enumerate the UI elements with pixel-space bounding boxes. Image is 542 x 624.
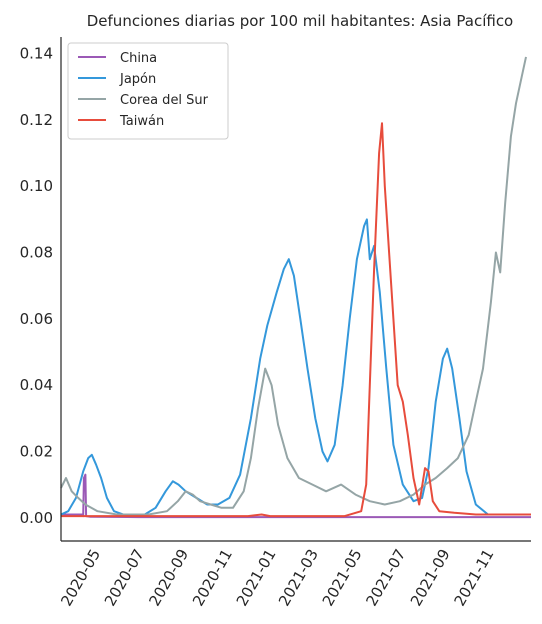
x-tick-label: 2020-05 (57, 546, 104, 609)
y-tick-label: 0.12 (20, 111, 53, 129)
y-tick-label: 0.00 (20, 509, 53, 527)
series-line-3 (61, 122, 531, 518)
y-tick-label: 0.02 (20, 442, 53, 460)
y-tick-label: 0.14 (20, 45, 53, 63)
x-tick-label: 2020-11 (189, 546, 236, 609)
legend-label-2: Corea del Sur (120, 93, 209, 108)
y-tick-label: 0.04 (20, 376, 53, 394)
legend-frame (67, 42, 229, 140)
x-tick-label: 2021-03 (275, 546, 322, 609)
y-tick-label: 0.06 (20, 310, 53, 328)
x-tick-label: 2021-11 (451, 546, 498, 609)
x-tick-label: 2021-01 (233, 546, 280, 609)
legend-label-0: China (120, 51, 157, 66)
chart-title: Defunciones diarias por 100 mil habitant… (87, 12, 514, 30)
legend: China Japón Corea del Sur Taiwán (67, 42, 229, 140)
series-line-2 (60, 56, 527, 516)
x-tick-label: 2021-07 (362, 546, 409, 609)
legend-label-3: Taiwán (119, 114, 164, 129)
x-tick-label: 2021-05 (319, 546, 366, 609)
y-tick-label: 0.08 (20, 244, 53, 262)
x-tick-label: 2020-09 (145, 546, 192, 609)
x-tick-label: 2020-07 (101, 546, 148, 609)
x-tick-label: 2021-09 (407, 546, 454, 609)
legend-label-1: Japón (119, 72, 156, 87)
y-tick-label: 0.10 (20, 177, 53, 195)
series-line-0 (61, 473, 531, 519)
series-layer (60, 56, 531, 519)
